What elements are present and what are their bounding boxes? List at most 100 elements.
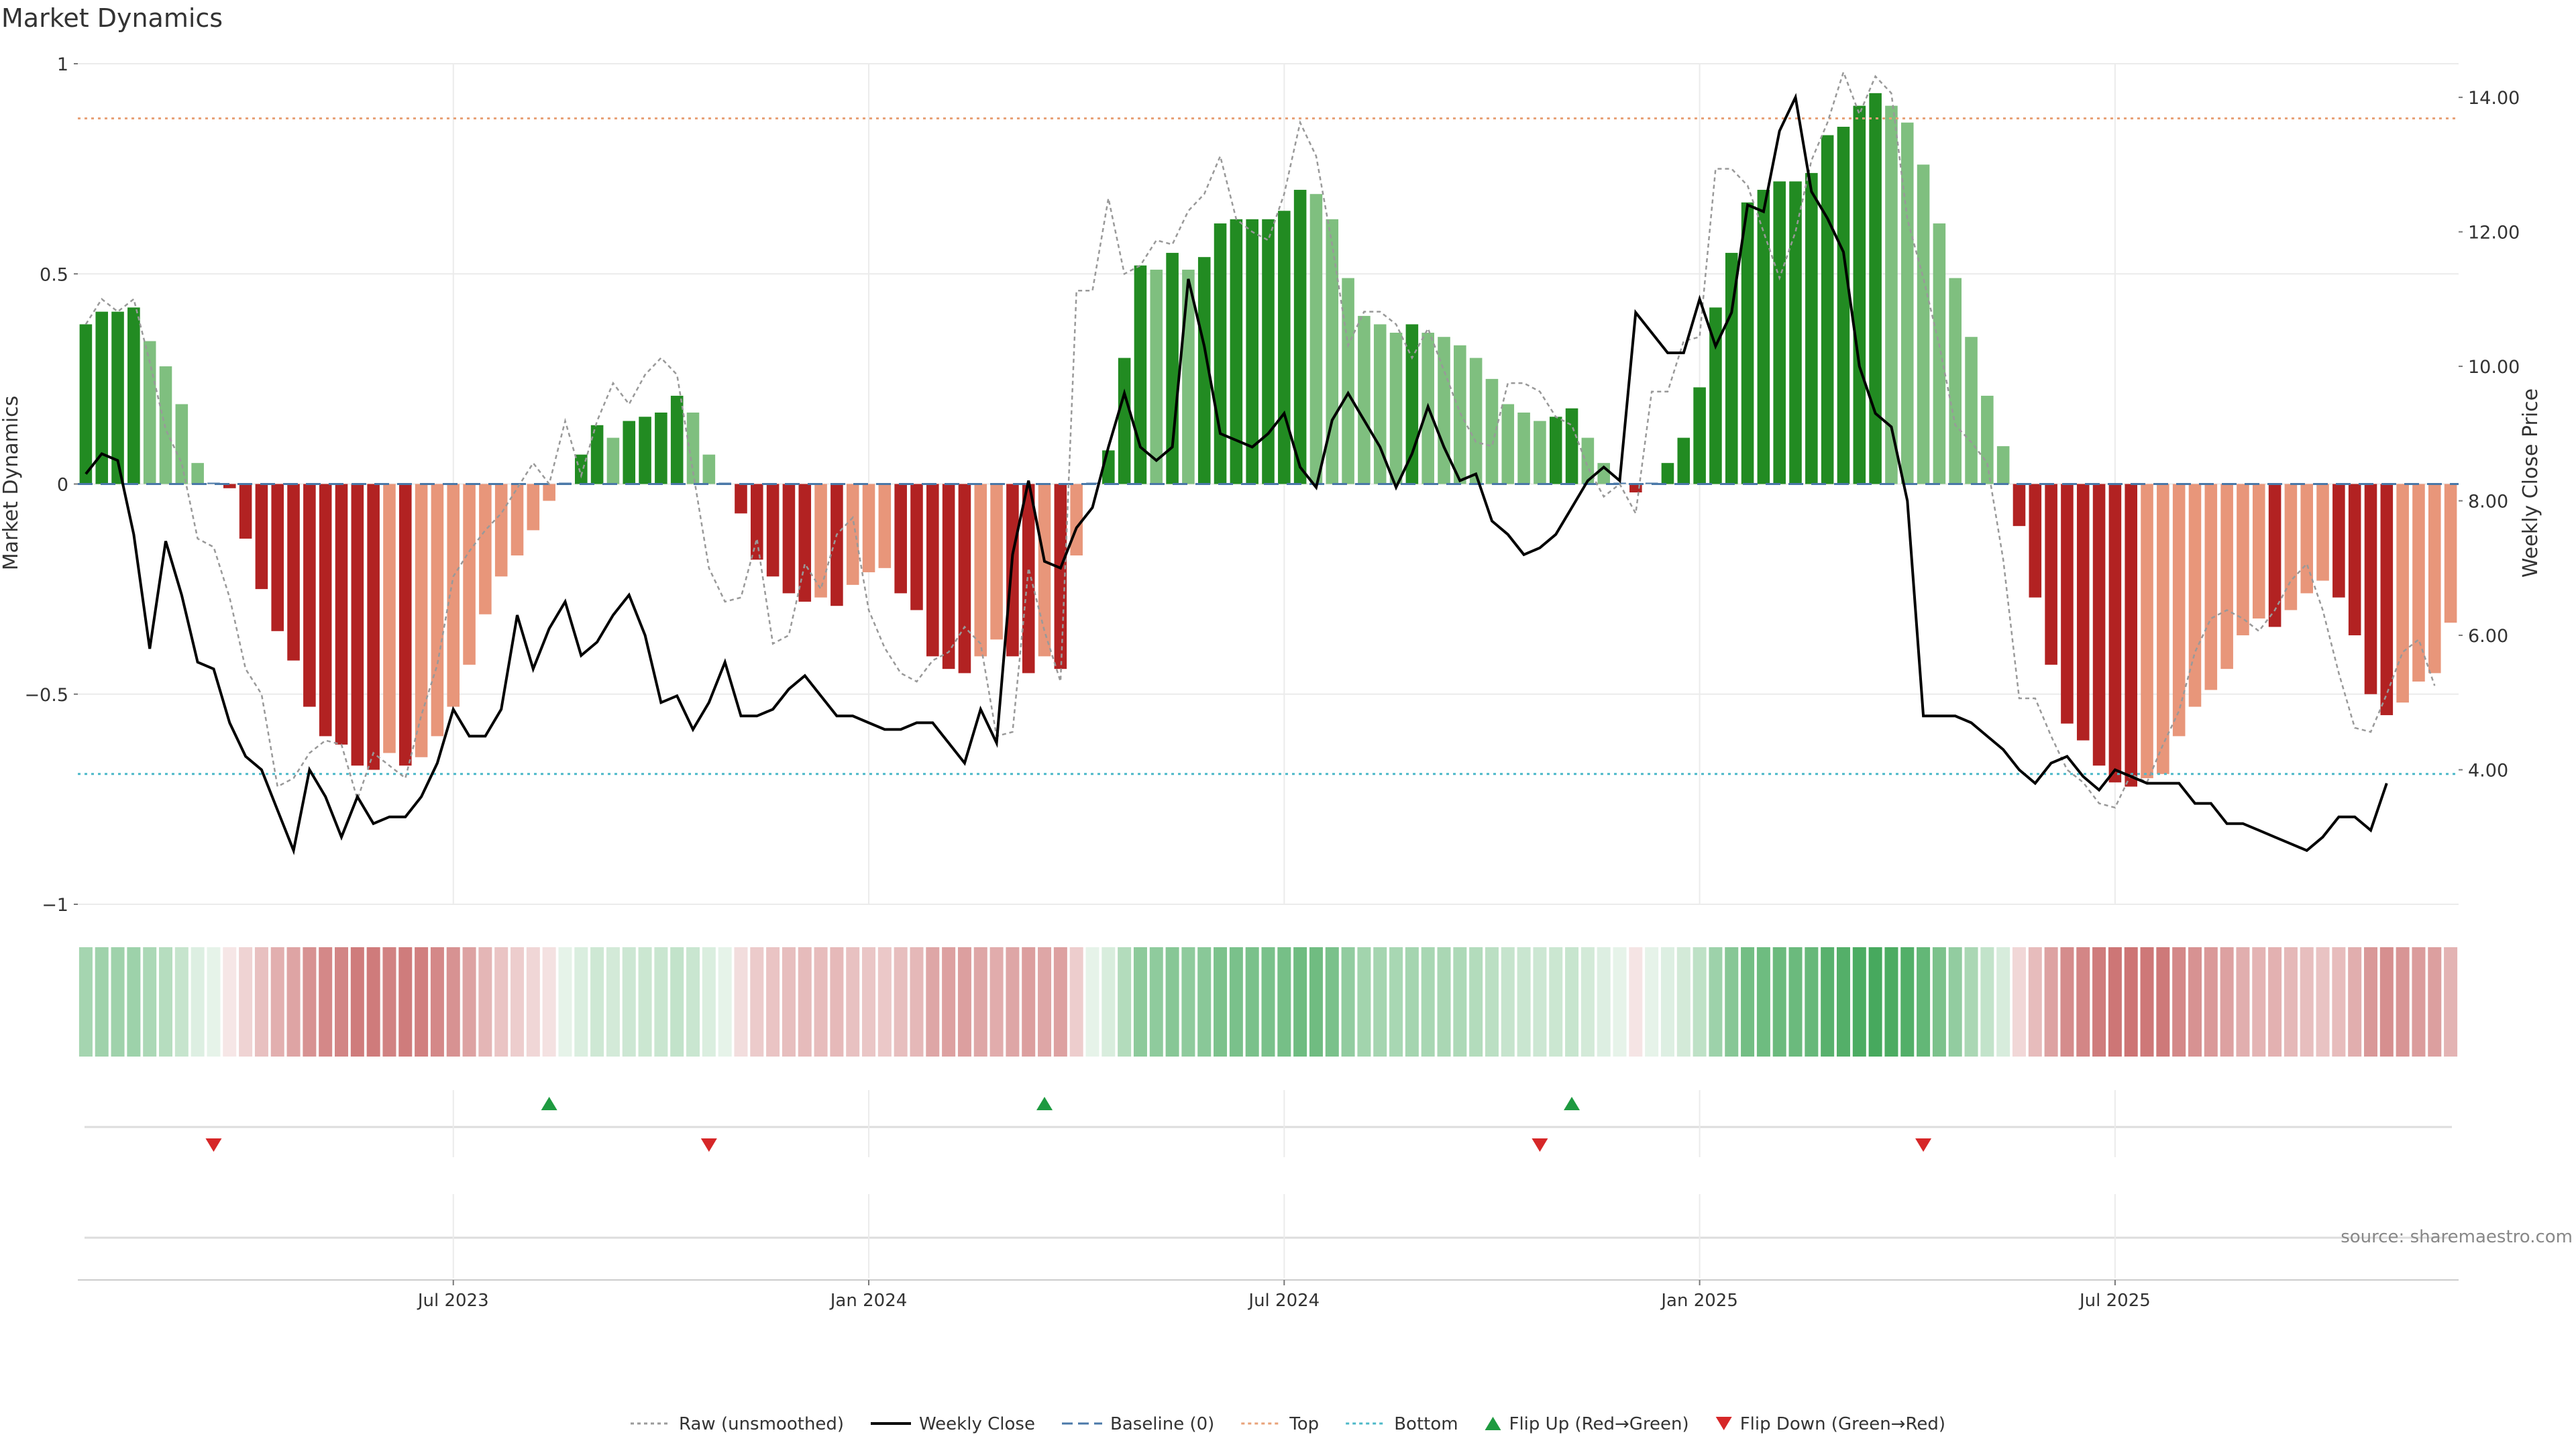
regime-strip-cell [1964,947,1978,1057]
bar [990,484,1003,640]
regime-strip-cell [430,947,444,1057]
regime-strip-cell [174,947,189,1057]
regime-strip-cell [1085,947,1099,1057]
bar [830,484,843,606]
regime-strip-cell [1277,947,1291,1057]
bar [1661,463,1674,484]
regime-strip-cell [798,947,812,1057]
regime-strip-cell [1357,947,1371,1057]
right-tick-label: 8.00 [2468,492,2508,513]
regime-strip-cell [1197,947,1212,1057]
regime-strip-cell [558,947,572,1057]
regime-strip-cell [1053,947,1067,1057]
regime-strip-cell [1214,947,1228,1057]
bar [1517,412,1530,484]
regime-strip-cell [2012,947,2026,1057]
regime-strip-cell [2140,947,2154,1057]
regime-strip-cell [1229,947,1243,1057]
legend-item: Baseline (0) [1062,1414,1214,1434]
regime-strip-cell [574,947,588,1057]
bar [191,463,204,484]
bar [2268,484,2282,627]
bar [1996,446,2010,484]
regime-strip-cell [382,947,396,1057]
regime-strip-cell [2428,947,2442,1057]
regime-strip-cell [750,947,764,1057]
regime-strip-cell [1693,947,1707,1057]
bar [2141,484,2153,779]
bar [1342,278,1354,484]
regime-strip-cell [1469,947,1483,1057]
bar [1150,269,1163,484]
regime-strip-cell [1900,947,1915,1057]
regime-strip-cell [526,947,540,1057]
regime-strip-cell [2444,947,2458,1057]
bar [1981,395,1994,484]
bar [1821,135,1834,484]
bar [926,484,939,657]
bar [1038,484,1051,657]
regime-strip-cell [1261,947,1275,1057]
regime-strip-cell [2396,947,2410,1057]
regime-strip-cell [1884,947,1898,1057]
regime-strip-cell [2188,947,2202,1057]
bar [958,484,971,674]
bar [814,484,827,598]
regime-strip-cell [1389,947,1403,1057]
regime-strip-cell [143,947,157,1057]
legend-item: Top [1241,1414,1319,1434]
legend-symbol [1485,1417,1501,1430]
regime-strip-cell [254,947,268,1057]
regime-strip-cell [1485,947,1499,1057]
regime-strip-cell [846,947,860,1057]
bar [2012,484,2026,527]
left-axis-label: Market Dynamics [0,396,23,571]
bar [1118,358,1131,484]
bar [1054,484,1067,669]
regime-strip-cell [734,947,748,1057]
regime-strip-cell [622,947,636,1057]
legend-label: Raw (unsmoothed) [679,1414,844,1434]
bar [1454,345,1466,484]
regime-strip-cell [862,947,876,1057]
bar [351,484,364,766]
bar [2125,484,2138,787]
regime-strip-cell [366,947,380,1057]
bar [2220,484,2233,669]
bar [2284,484,2298,610]
regime-strip-cell [718,947,732,1057]
bar [1741,202,1754,484]
bar [1438,337,1450,484]
bar [1725,252,1738,484]
bar [1853,105,1866,484]
regime-strip-cell [1102,947,1116,1057]
bar [1693,387,1706,484]
regime-strip-cell [957,947,971,1057]
bar [175,404,189,484]
bar [942,484,955,669]
legend-item: Raw (unsmoothed) [631,1414,844,1434]
regime-strip-cell [95,947,109,1057]
right-tick-label: 12.00 [2468,223,2520,244]
regime-strip-cell [1709,947,1723,1057]
bar [782,484,796,594]
regime-strip-cell [2316,947,2330,1057]
regime-strip-cell [654,947,668,1057]
regime-strip-cell [1613,947,1627,1057]
bar [1677,437,1690,484]
regime-strip-cell [207,947,221,1057]
bar [686,412,700,484]
bar [1837,126,1850,484]
regime-strip-cell [2348,947,2362,1057]
bar [639,417,651,484]
bar [1789,181,1802,484]
bar [383,484,396,753]
bar [1773,181,1786,484]
legend-item: Flip Down (Green→Red) [1715,1414,1945,1434]
regime-strip-cell [2076,947,2090,1057]
x-tick-label: Jul 2023 [417,1291,489,1311]
regime-strip-cell [1948,947,1962,1057]
regime-strip-cell [1293,947,1307,1057]
bar [1757,189,1770,484]
